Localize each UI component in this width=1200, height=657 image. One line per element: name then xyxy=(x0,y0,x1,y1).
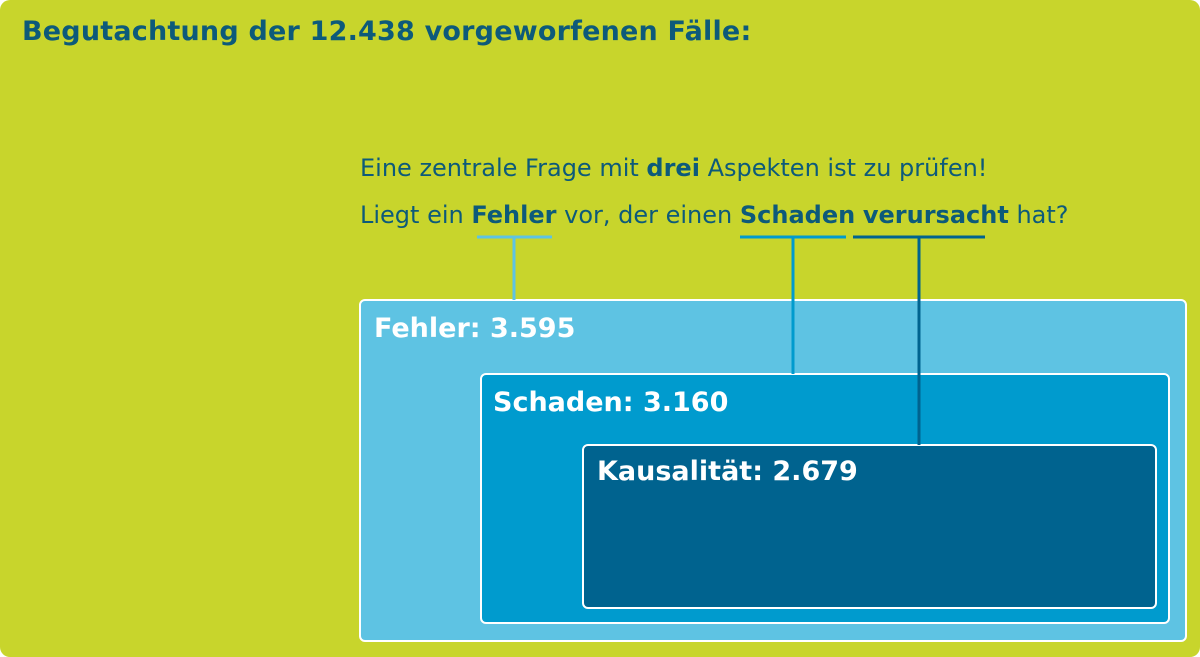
diagram-title: Begutachtung der 12.438 vorgeworfenen Fä… xyxy=(22,16,752,47)
question-line-1: Eine zentrale Frage mit drei Aspekten is… xyxy=(360,154,987,182)
question-line-2-mid: vor, der einen xyxy=(556,201,740,229)
schaden-box-label: Schaden: 3.160 xyxy=(493,387,729,418)
kausalitaet-connector xyxy=(853,235,985,445)
term-fehler: Fehler xyxy=(471,201,557,229)
kausalitaet-box-label: Kausalität: 2.679 xyxy=(597,456,858,487)
term-verursacht: verursacht xyxy=(862,201,1009,229)
schaden-connector xyxy=(740,235,846,374)
fehler-box-label: Fehler: 3.595 xyxy=(374,313,576,344)
kausalitaet-box: Kausalität: 2.679 xyxy=(582,444,1157,609)
question-line-2-post: hat? xyxy=(1008,201,1069,229)
question-line-1-post: Aspekten ist zu prüfen! xyxy=(699,154,988,182)
question-line-2-pre: Liegt ein xyxy=(360,201,472,229)
fehler-connector xyxy=(477,235,552,300)
question-line-1-pre: Eine zentrale Frage mit xyxy=(360,154,647,182)
question-emphasis-drei: drei xyxy=(646,154,700,182)
question-line-2: Liegt ein Fehler vor, der einen Schaden … xyxy=(360,201,1069,229)
term-schaden: Schaden xyxy=(739,201,856,229)
